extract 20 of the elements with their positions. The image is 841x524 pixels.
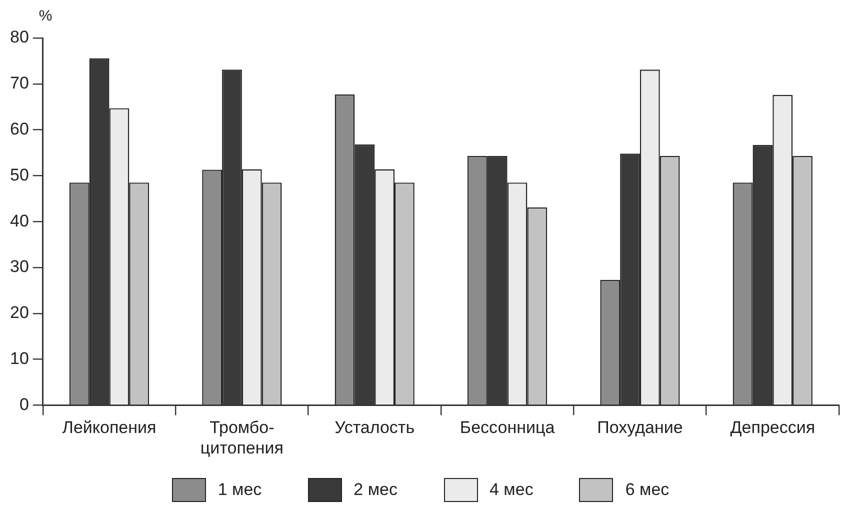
y-tick-label: 10 (10, 348, 29, 368)
legend-label: 2 мес (354, 480, 398, 500)
legend-label: 1 мес (218, 480, 262, 500)
y-tick-label: 50 (10, 165, 29, 184)
x-tick-label: Похудание (597, 418, 683, 438)
y-tick-label: 80 (10, 28, 29, 47)
legend-label: 4 мес (490, 480, 534, 500)
y-tick-label: 60 (10, 119, 29, 138)
y-tick-label: 20 (10, 303, 29, 322)
x-tick-label: Лейкопения (62, 418, 156, 438)
y-tick-label: 30 (10, 257, 29, 276)
x-tick-label: Тромбо- цитопения (200, 418, 284, 458)
y-tick-label: 40 (10, 211, 29, 230)
y-tick-label: 70 (10, 74, 29, 93)
x-tick-label: Бессонница (460, 418, 556, 438)
legend-label: 6 мес (625, 480, 670, 500)
y-axis-title: % (38, 8, 52, 25)
x-tick-label: Усталость (334, 418, 415, 438)
x-tick-label: Депрессия (730, 418, 816, 438)
y-tick-label: 0 (19, 394, 29, 414)
